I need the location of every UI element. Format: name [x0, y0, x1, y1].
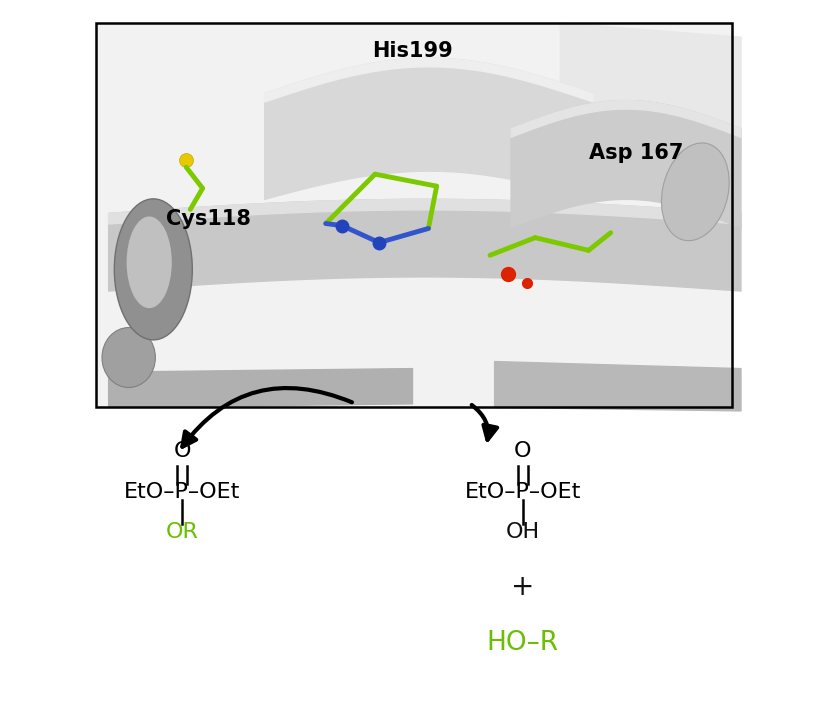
Text: Cys118: Cys118: [166, 210, 250, 229]
Text: +: +: [511, 573, 535, 600]
Text: O: O: [173, 440, 191, 461]
Text: OR: OR: [166, 523, 199, 542]
Bar: [96, 23, 733, 407]
Bar: [96, 23, 733, 407]
Text: EtO–P–OEt: EtO–P–OEt: [124, 481, 241, 501]
Text: His199: His199: [372, 41, 452, 62]
Text: EtO–P–OEt: EtO–P–OEt: [465, 481, 581, 501]
Text: OH: OH: [506, 523, 540, 542]
Ellipse shape: [102, 328, 156, 387]
Text: HO–R: HO–R: [487, 630, 559, 656]
Text: Asp 167: Asp 167: [588, 143, 683, 163]
Ellipse shape: [662, 143, 729, 241]
Ellipse shape: [115, 199, 192, 340]
Ellipse shape: [127, 217, 171, 308]
Text: O: O: [514, 440, 531, 461]
